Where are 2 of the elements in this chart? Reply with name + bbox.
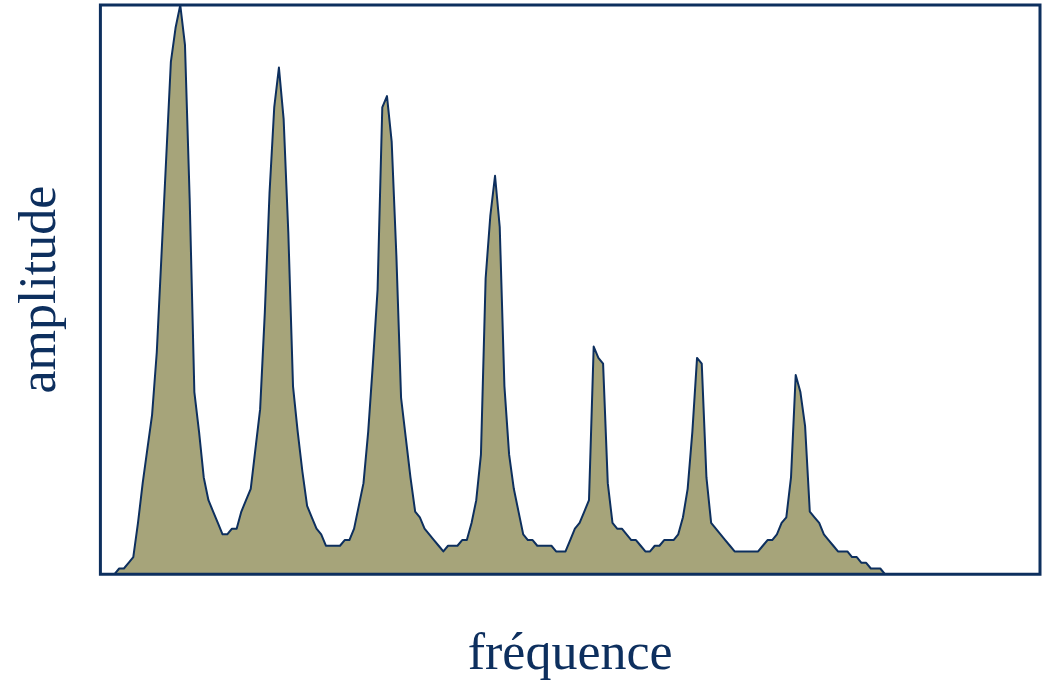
y-axis-title: amplitude	[8, 185, 66, 394]
x-axis-title: fréquence	[467, 623, 673, 681]
